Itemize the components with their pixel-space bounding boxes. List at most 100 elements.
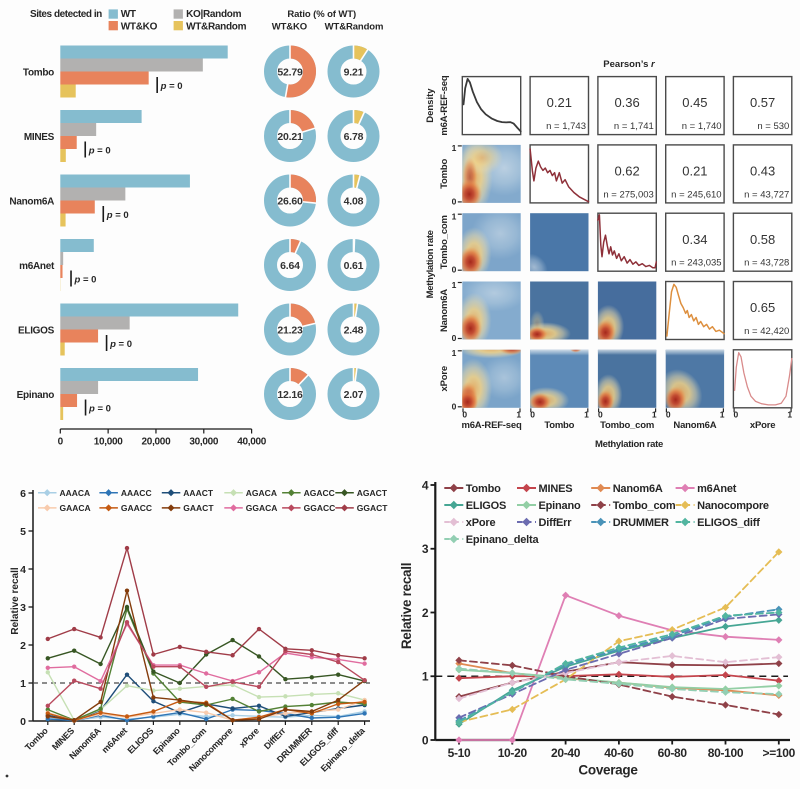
svg-text:60-80: 60-80 xyxy=(658,746,688,760)
svg-text:12.16: 12.16 xyxy=(277,389,303,401)
svg-text:0.36: 0.36 xyxy=(614,95,639,110)
svg-text:1: 1 xyxy=(452,348,457,358)
svg-text:20,000: 20,000 xyxy=(142,437,172,448)
svg-text:20.21: 20.21 xyxy=(277,131,303,143)
svg-text:p = 0: p = 0 xyxy=(160,81,183,92)
svg-text:Methylation rate: Methylation rate xyxy=(595,439,663,450)
svg-text:0.45: 0.45 xyxy=(682,95,707,110)
svg-text:Epinano_delta: Epinano_delta xyxy=(466,534,540,546)
svg-text:GAACT: GAACT xyxy=(183,503,214,513)
svg-text:Tombo: Tombo xyxy=(439,159,450,189)
svg-text:0: 0 xyxy=(452,265,457,275)
svg-text:2: 2 xyxy=(20,640,26,652)
svg-text:n = 245,610: n = 245,610 xyxy=(671,189,721,200)
svg-text:1: 1 xyxy=(422,670,429,684)
svg-text:GAACA: GAACA xyxy=(60,503,91,513)
svg-text:0: 0 xyxy=(598,410,603,420)
svg-text:n = 1,743: n = 1,743 xyxy=(546,121,586,132)
svg-text:n = 42,420: n = 42,420 xyxy=(744,326,789,337)
svg-text:4: 4 xyxy=(20,564,26,576)
svg-text:0.21: 0.21 xyxy=(682,164,707,179)
svg-text:WT&Random: WT&Random xyxy=(186,22,246,33)
svg-text:AGACA: AGACA xyxy=(246,488,277,498)
svg-text:Methylation rate: Methylation rate xyxy=(425,230,436,298)
svg-text:4.08: 4.08 xyxy=(344,195,364,207)
svg-text:n = 275,003: n = 275,003 xyxy=(603,189,653,200)
svg-text:Epinano: Epinano xyxy=(539,500,581,512)
svg-text:Tombo: Tombo xyxy=(466,483,501,495)
svg-text:WT&KO: WT&KO xyxy=(121,22,158,33)
svg-text:GGACA: GGACA xyxy=(246,503,278,513)
svg-text:1: 1 xyxy=(20,678,26,690)
svg-text:6.78: 6.78 xyxy=(344,131,364,143)
svg-text:0.43: 0.43 xyxy=(750,164,775,179)
svg-text:0: 0 xyxy=(666,410,671,420)
svg-text:2: 2 xyxy=(422,606,429,620)
svg-text:20-40: 20-40 xyxy=(551,746,581,760)
svg-text:30,000: 30,000 xyxy=(189,437,219,448)
svg-text:0.61: 0.61 xyxy=(344,260,364,272)
svg-text:GAACC: GAACC xyxy=(121,503,152,513)
svg-text:40-60: 40-60 xyxy=(604,746,634,760)
svg-text:AAACT: AAACT xyxy=(183,488,214,498)
svg-text:GGACC: GGACC xyxy=(304,503,336,513)
svg-text:10-20: 10-20 xyxy=(498,746,528,760)
svg-text:0.21: 0.21 xyxy=(547,95,572,110)
svg-text:GGACT: GGACT xyxy=(357,503,389,513)
svg-text:0: 0 xyxy=(530,410,535,420)
svg-text:0: 0 xyxy=(452,333,457,343)
svg-text:0.34: 0.34 xyxy=(682,232,707,247)
svg-text:Epinano: Epinano xyxy=(17,390,55,401)
svg-text:n = 1,741: n = 1,741 xyxy=(614,121,654,132)
svg-text:6.64: 6.64 xyxy=(280,260,300,272)
svg-text:4: 4 xyxy=(422,478,429,492)
svg-text:Density: Density xyxy=(425,88,436,123)
svg-text:AAACC: AAACC xyxy=(121,488,152,498)
svg-text:p = 0: p = 0 xyxy=(88,404,111,415)
svg-text:52.79: 52.79 xyxy=(277,66,303,78)
svg-text:Pearson’s r: Pearson’s r xyxy=(603,59,656,70)
svg-text:3: 3 xyxy=(422,542,429,556)
svg-text:n = 243,035: n = 243,035 xyxy=(671,258,721,269)
svg-text:1: 1 xyxy=(652,410,657,420)
svg-text:>=100: >=100 xyxy=(763,746,796,760)
svg-text:1: 1 xyxy=(787,410,792,420)
svg-text:Nanom6A: Nanom6A xyxy=(673,420,716,431)
svg-text:21.23: 21.23 xyxy=(277,324,303,336)
svg-text:DRUMMER: DRUMMER xyxy=(613,517,669,529)
svg-text:m6A-REF-seq: m6A-REF-seq xyxy=(461,420,521,431)
svg-text:0: 0 xyxy=(734,410,739,420)
svg-text:1: 1 xyxy=(720,410,725,420)
svg-text:5-10: 5-10 xyxy=(448,746,471,760)
svg-text:n = 43,728: n = 43,728 xyxy=(744,258,789,269)
svg-text:Nanom6A: Nanom6A xyxy=(9,197,54,208)
svg-text:10,000: 10,000 xyxy=(94,437,124,448)
svg-text:0: 0 xyxy=(20,716,26,728)
svg-text:ELIGOS: ELIGOS xyxy=(466,500,506,512)
svg-text:p = 0: p = 0 xyxy=(88,146,111,157)
svg-text:1: 1 xyxy=(452,280,457,290)
svg-text:WT&Random: WT&Random xyxy=(325,22,384,33)
svg-text:p = 0: p = 0 xyxy=(106,210,129,221)
svg-text:40,000: 40,000 xyxy=(237,437,267,448)
svg-text:MINES: MINES xyxy=(24,132,55,143)
svg-text:m6Anet: m6Anet xyxy=(697,483,737,495)
svg-text:DiffErr: DiffErr xyxy=(539,517,573,529)
svg-text:AGACT: AGACT xyxy=(357,488,388,498)
svg-text:Nanom6A: Nanom6A xyxy=(439,289,450,332)
svg-text:m6Anet: m6Anet xyxy=(19,261,55,272)
svg-text:ELIGOS: ELIGOS xyxy=(18,326,55,337)
svg-text:0: 0 xyxy=(452,196,457,206)
svg-text:xPore: xPore xyxy=(750,420,775,431)
svg-text:3: 3 xyxy=(20,602,26,614)
svg-text:80-100: 80-100 xyxy=(708,746,744,760)
svg-text:WT: WT xyxy=(121,9,136,20)
svg-text:0: 0 xyxy=(58,437,64,448)
svg-text:n = 1,740: n = 1,740 xyxy=(682,121,722,132)
svg-text:Tombo_com: Tombo_com xyxy=(600,420,654,431)
svg-text:1: 1 xyxy=(584,410,589,420)
svg-text:1: 1 xyxy=(452,212,457,222)
svg-text:Nanom6A: Nanom6A xyxy=(613,483,663,495)
svg-text:Tombo_com: Tombo_com xyxy=(439,215,450,269)
svg-text:n = 530: n = 530 xyxy=(757,121,789,132)
